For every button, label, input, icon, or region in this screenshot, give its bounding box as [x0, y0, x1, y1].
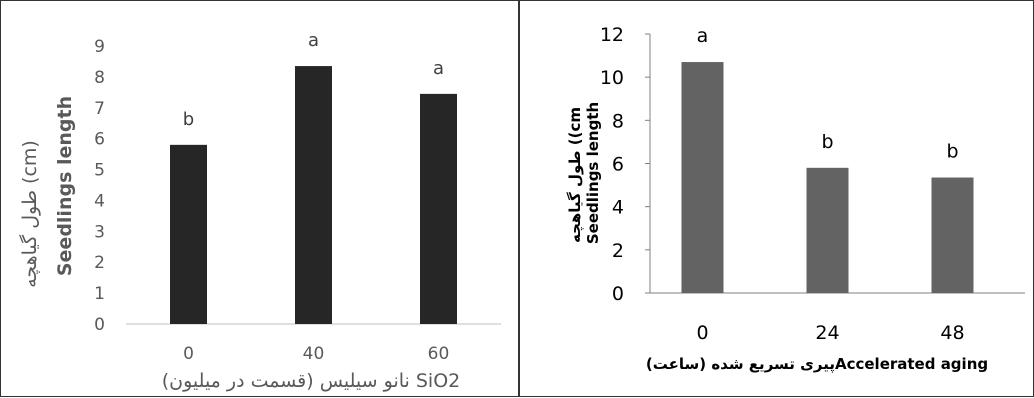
right-ytick-label: 12	[600, 24, 624, 46]
left-ytick-label: 9	[94, 37, 105, 57]
right-ytick-label: 6	[612, 154, 624, 176]
right-xtick-label: 24	[815, 322, 839, 344]
right-bar	[681, 62, 724, 293]
left-bar	[295, 66, 332, 325]
right-ytick-label: 4	[612, 197, 624, 219]
chart-panel-left: 0 1 2 3 4 5 6 7 8 9 b a a 0 40 60 طول گیاهچه (cm) See…	[0, 0, 519, 397]
left-xtick-label: 0	[183, 344, 194, 364]
right-bar	[931, 177, 974, 293]
left-xlabel: نانو سیلیس (قسمت در میلیون) SiO2	[162, 370, 461, 392]
right-xtick-label: 0	[696, 322, 708, 344]
left-ytick-label: 4	[94, 191, 105, 211]
left-ytick-label: 5	[94, 161, 105, 181]
left-ytick-label: 7	[94, 99, 105, 119]
right-ytick-label: 10	[600, 67, 624, 89]
left-ytick-label: 2	[94, 253, 105, 273]
right-significance-letter: a	[697, 25, 709, 47]
left-xtick-label: 40	[303, 344, 325, 364]
chart-left-svg: 0 1 2 3 4 5 6 7 8 9 b a a 0 40 60 طول گیاهچه (cm) See…	[18, 30, 501, 392]
left-bar	[170, 144, 207, 324]
right-significance-letter: b	[946, 141, 958, 163]
left-xtick-label: 60	[428, 344, 450, 364]
left-significance-letter: a	[308, 30, 319, 51]
right-ytick-label: 0	[612, 283, 624, 305]
right-xlabel: پیری تسریع شده (ساعت)Accelerated aging	[646, 355, 988, 374]
left-ytick-label: 6	[94, 130, 105, 150]
right-ytick-label: 8	[612, 110, 624, 132]
right-ylabel-fa: طول گیاهچه ((cm	[566, 107, 585, 243]
left-ylabel-en: Seedlings length	[54, 96, 76, 276]
left-ytick-label: 3	[94, 222, 105, 242]
left-significance-letter: b	[183, 109, 194, 130]
left-ylabel-fa: طول گیاهچه (cm)	[18, 140, 41, 288]
right-ytick-label: 2	[612, 240, 624, 262]
left-ytick-label: 0	[94, 315, 105, 335]
left-significance-letter: a	[433, 58, 444, 79]
right-xtick-label: 48	[940, 322, 964, 344]
right-significance-letter: b	[821, 131, 833, 153]
left-ytick-label: 8	[94, 68, 105, 88]
left-ytick-label: 1	[94, 284, 105, 304]
right-ylabel-en: Seedlings length	[584, 102, 602, 244]
left-bar	[420, 93, 457, 324]
right-bar	[806, 167, 849, 293]
